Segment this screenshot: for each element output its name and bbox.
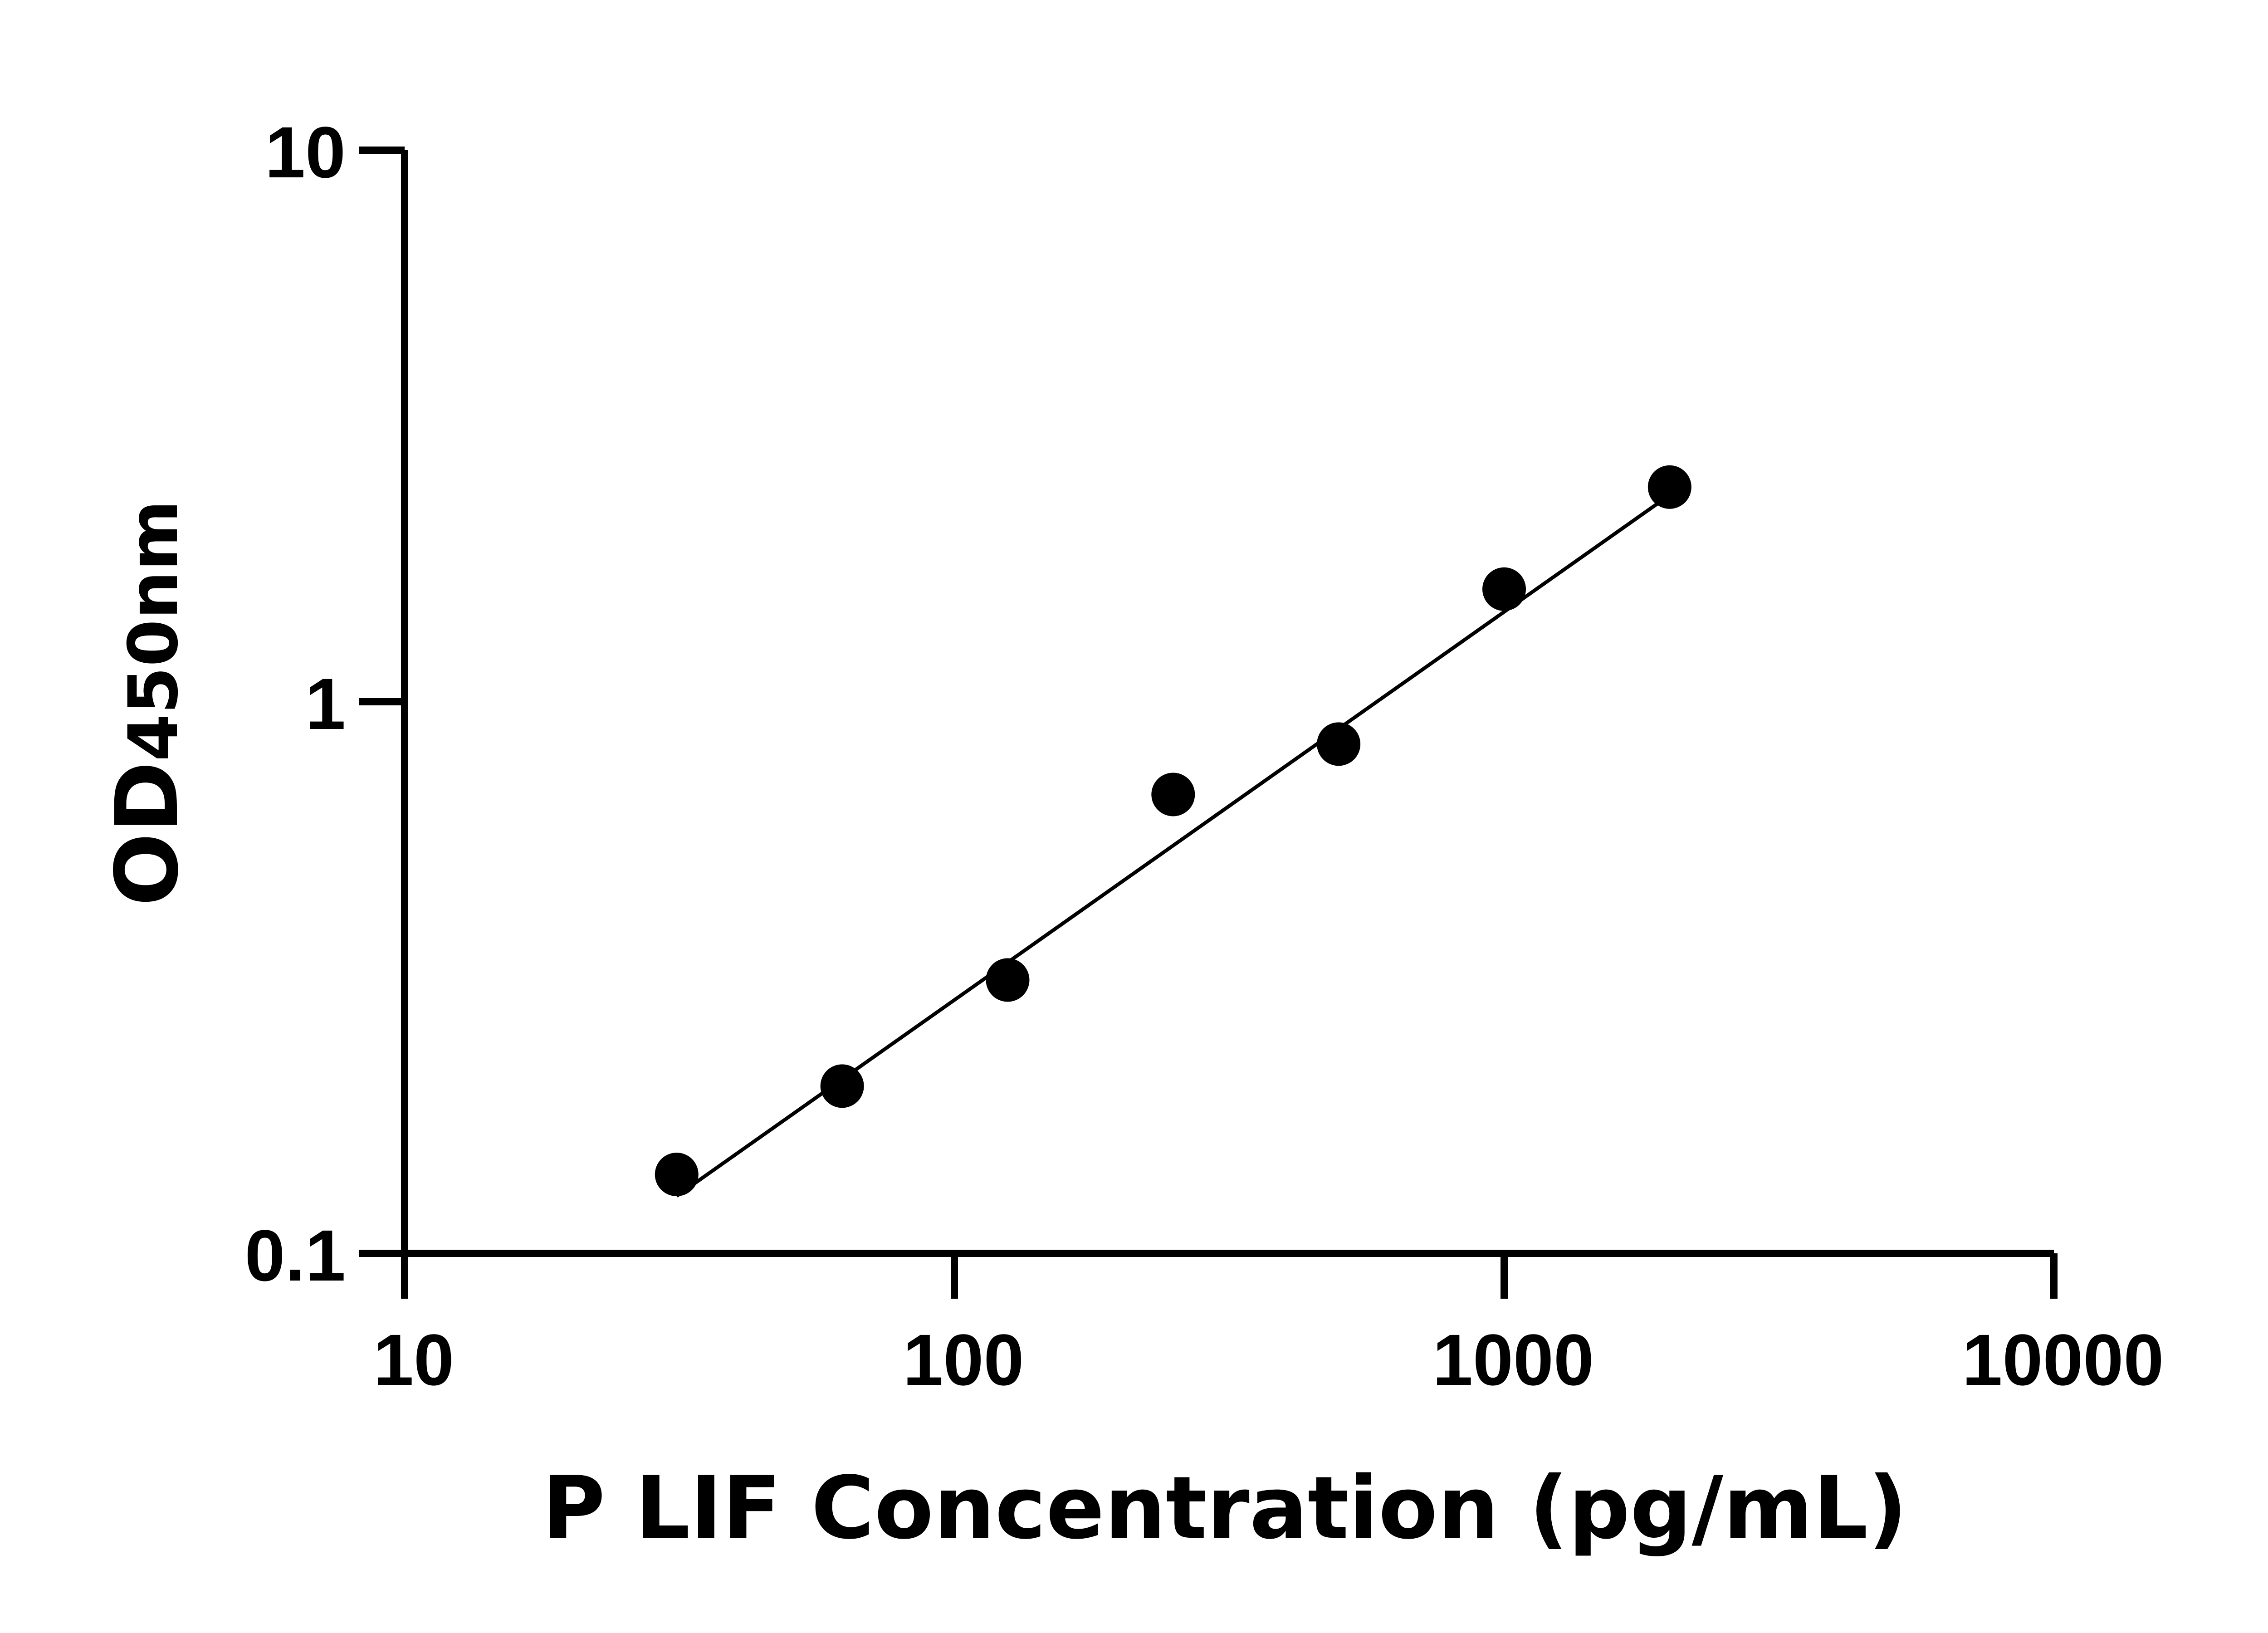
x-tick-label: 10000 [1962, 1319, 2164, 1400]
x-tick-label: 100 [903, 1319, 1024, 1400]
data-point [986, 958, 1030, 1002]
data-point [655, 1153, 699, 1197]
axes: 10 100 1000 10000 0.1 1 10 [245, 112, 2164, 1400]
svg-text:OD450nm: OD450nm [97, 500, 197, 906]
data-point [1317, 722, 1361, 766]
data-point [820, 1064, 864, 1108]
y-axis-label: OD450nm [97, 500, 197, 906]
y-tick-label: 0.1 [245, 1215, 346, 1296]
data-point [1647, 465, 1691, 509]
y-axis-label-sub: 450nm [114, 500, 193, 761]
y-axis-label-main: OD [97, 761, 197, 906]
data-point [1482, 567, 1526, 611]
data-point [1151, 772, 1195, 816]
x-tick-label: 10 [373, 1319, 454, 1400]
x-tick-label: 1000 [1432, 1319, 1594, 1400]
x-axis-label: P LIF Concentration (pg/mL) [542, 1458, 1907, 1558]
y-tick-label: 1 [305, 663, 346, 744]
data-marks [655, 465, 1691, 1198]
y-tick-label: 10 [265, 112, 346, 193]
